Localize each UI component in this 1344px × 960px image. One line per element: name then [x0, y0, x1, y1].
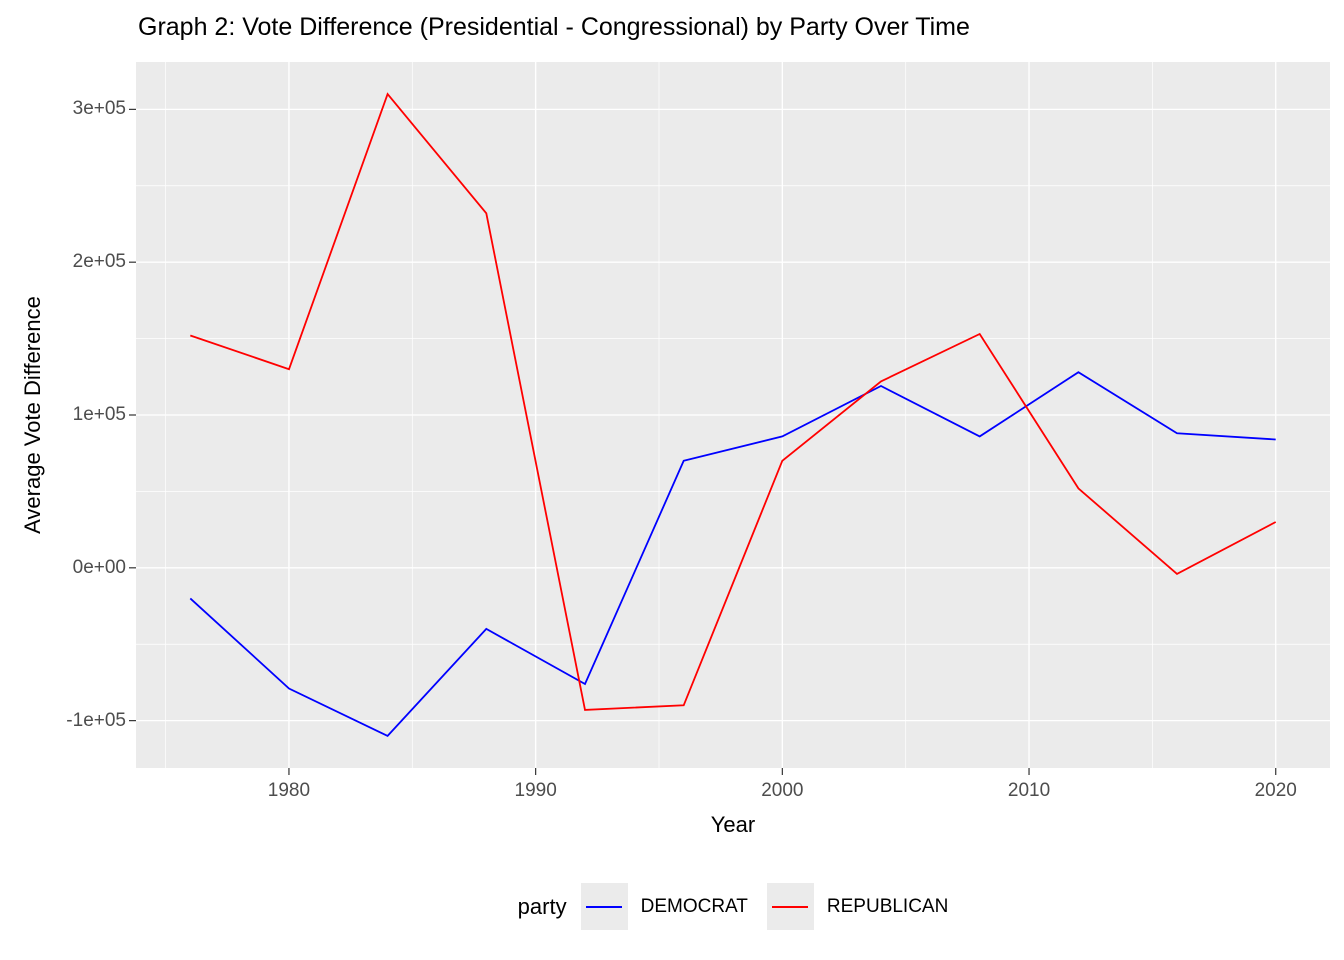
- y-tick-label: 2e+05: [72, 251, 126, 273]
- y-tick-label: 0e+00: [72, 556, 126, 578]
- x-tick-label: 2010: [1007, 780, 1051, 801]
- y-axis-title: Average Vote Difference: [20, 296, 45, 534]
- y-tick-label: 1e+05: [72, 404, 126, 425]
- legend-label-democrat: DEMOCRAT: [640, 895, 748, 917]
- democrat-line: [189, 371, 1276, 737]
- plot-title: Graph 2: Vote Difference (Presidential -…: [138, 13, 970, 41]
- legend-entry-republican: REPUBLICAN: [766, 883, 949, 930]
- legend-key-republican: [766, 883, 814, 930]
- x-tick-label: 1990: [514, 780, 557, 801]
- legend-label-republican: REPUBLICAN: [826, 895, 949, 917]
- democrat-line-sample: [586, 905, 623, 908]
- republican-line-sample: [772, 905, 809, 908]
- republican-line: [190, 92, 1277, 711]
- y-tick-label: -1e+05: [66, 709, 126, 731]
- x-tick-label: 2000: [761, 780, 804, 801]
- x-tick-label: 1980: [267, 780, 311, 801]
- legend-entry-democrat: DEMOCRAT: [580, 883, 748, 930]
- legend-title: party: [517, 893, 567, 919]
- x-axis-title: Year: [710, 812, 756, 837]
- legend-key-democrat: [580, 883, 628, 930]
- x-tick-label: 2020: [1254, 780, 1297, 801]
- y-tick-label: 3e+05: [72, 98, 126, 120]
- legend: party DEMOCRAT REPUBLICAN: [136, 883, 1330, 930]
